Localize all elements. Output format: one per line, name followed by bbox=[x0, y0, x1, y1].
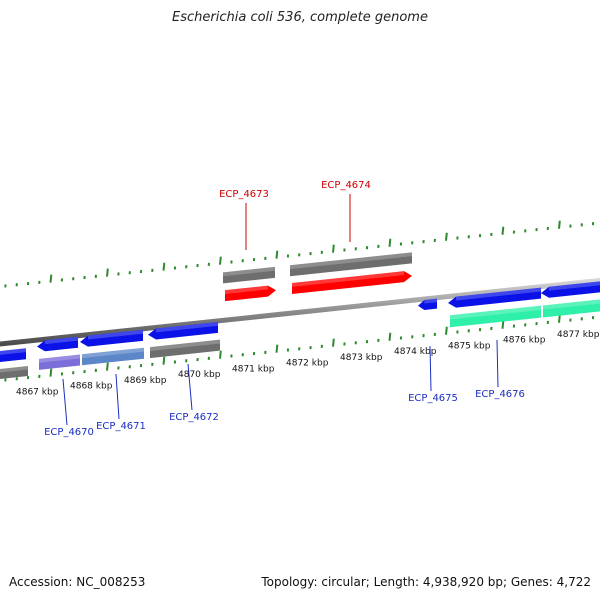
gray-block-4673-highlight bbox=[223, 266, 275, 277]
tick-mark bbox=[445, 232, 448, 241]
tick-mark bbox=[332, 338, 335, 347]
tick-mark bbox=[275, 250, 279, 259]
gene-ECP_4677-subfeature bbox=[543, 299, 600, 318]
backbone-layer bbox=[0, 277, 600, 347]
gene-ECP_4674-feature bbox=[292, 271, 412, 295]
tick-mark bbox=[388, 332, 392, 341]
genome-summary-text: Topology: circular; Length: 4,938,920 bp… bbox=[261, 575, 591, 589]
gene-label-ECP_4670: ECP_4670 bbox=[44, 427, 94, 438]
gene-ECP_4676-feature-highlight bbox=[456, 287, 541, 301]
tick-mark bbox=[106, 268, 109, 277]
tick-mark bbox=[49, 274, 53, 283]
tick-mark bbox=[501, 320, 505, 329]
tick-mark bbox=[558, 314, 561, 323]
scale-label: 4875 kbp bbox=[448, 342, 491, 352]
gene-ECP_4677-feature bbox=[541, 281, 600, 298]
gene-ECP_4671-subfeature-highlight bbox=[82, 347, 144, 359]
gene-ECP_4675-feature bbox=[418, 298, 437, 311]
tick-mark bbox=[162, 356, 166, 365]
leader-line bbox=[62, 378, 68, 426]
outer-tick-row bbox=[4, 220, 595, 288]
gene-ECP_4676-subfeature-highlight bbox=[450, 305, 541, 320]
scale-label: 4874 kbp bbox=[394, 347, 437, 357]
scale-label: 4873 kbp bbox=[340, 353, 383, 363]
tick-mark bbox=[275, 344, 279, 353]
gene-ECP_4672-feature bbox=[148, 321, 218, 340]
gene-label-ECP_4676: ECP_4676 bbox=[475, 389, 525, 400]
tick-mark bbox=[388, 238, 392, 247]
gene-ECP_4676-feature bbox=[448, 287, 541, 308]
gray-block-4672 bbox=[150, 339, 220, 359]
gene-ECP_4672-feature-highlight bbox=[156, 321, 218, 333]
gene-ECP_4673-feature bbox=[225, 285, 276, 302]
gene-ECP_4669-feature bbox=[0, 348, 26, 362]
inner-tick-row bbox=[4, 314, 595, 382]
scale-label: 4876 kbp bbox=[503, 336, 546, 346]
scale-label: 4871 kbp bbox=[232, 364, 275, 374]
tick-mark bbox=[558, 220, 561, 229]
gene-ECP_4673-feature-highlight bbox=[225, 285, 268, 294]
gene-label-ECP_4673: ECP_4673 bbox=[219, 189, 269, 200]
gray-block-4672-highlight bbox=[150, 339, 220, 351]
scale-label: 4869 kbp bbox=[124, 376, 167, 386]
gene-ECP_4671-subfeature bbox=[82, 347, 144, 366]
gene-ECP_4676-subfeature bbox=[450, 305, 541, 328]
tick-mark bbox=[49, 368, 53, 377]
gene-ECP_4671-feature bbox=[80, 329, 143, 347]
gene-ECP_4671-feature-highlight bbox=[88, 329, 143, 340]
gene-label-ECP_4671: ECP_4671 bbox=[96, 421, 146, 432]
tick-mark bbox=[106, 362, 109, 371]
scale-label: 4877 kbp bbox=[557, 330, 600, 340]
gene-ECP_4674-feature-highlight bbox=[292, 271, 404, 287]
label-leader-lines bbox=[62, 194, 499, 426]
leader-line bbox=[115, 373, 120, 420]
gene-ECP_4670-subfeature-highlight bbox=[39, 354, 80, 363]
tick-mark bbox=[501, 226, 505, 235]
genome-title: Escherichia coli 536, complete genome bbox=[172, 10, 428, 25]
gray-block-4674-highlight bbox=[290, 252, 412, 270]
tick-mark bbox=[219, 350, 222, 359]
tick-mark bbox=[162, 262, 166, 271]
scale-labels: 4867 kbp 4868 kbp 4869 kbp 4870 kbp 4871 kbp… bbox=[16, 330, 600, 397]
gene-ECP_4675-feature-highlight bbox=[424, 298, 437, 304]
gene-ECP_4677-feature-highlight bbox=[549, 281, 600, 291]
scale-label: 4872 kbp bbox=[286, 359, 329, 369]
gene-label-ECP_4675: ECP_4675 bbox=[408, 393, 458, 404]
gene-label-ECP_4672: ECP_4672 bbox=[169, 412, 219, 423]
tick-mark bbox=[332, 244, 335, 253]
scale-label: 4870 kbp bbox=[178, 370, 221, 380]
leader-line bbox=[429, 345, 432, 392]
accession-text: Accession: NC_008253 bbox=[9, 575, 146, 589]
feature-layer bbox=[0, 252, 600, 380]
gene-ECP_4670-subfeature bbox=[39, 354, 80, 370]
leader-line bbox=[496, 339, 499, 388]
gray-block-4669-highlight bbox=[0, 366, 28, 373]
genome-backbone bbox=[0, 277, 600, 347]
gray-block-4673 bbox=[223, 266, 275, 284]
scale-label: 4867 kbp bbox=[16, 387, 59, 397]
gene-label-ECP_4674: ECP_4674 bbox=[321, 180, 371, 191]
tick-mark bbox=[445, 326, 448, 335]
leader-line bbox=[187, 363, 193, 411]
tick-mark bbox=[219, 256, 222, 265]
gray-block-4674 bbox=[290, 252, 412, 277]
gene-ECP_4669-feature-highlight bbox=[0, 348, 26, 355]
gray-block-4669 bbox=[0, 366, 28, 380]
gene-ECP_4670-feature-highlight bbox=[45, 336, 78, 345]
gene-ECP_4670-feature bbox=[37, 336, 78, 352]
gene-ECP_4677-subfeature-highlight bbox=[543, 299, 600, 310]
scale-label: 4868 kbp bbox=[70, 382, 113, 392]
